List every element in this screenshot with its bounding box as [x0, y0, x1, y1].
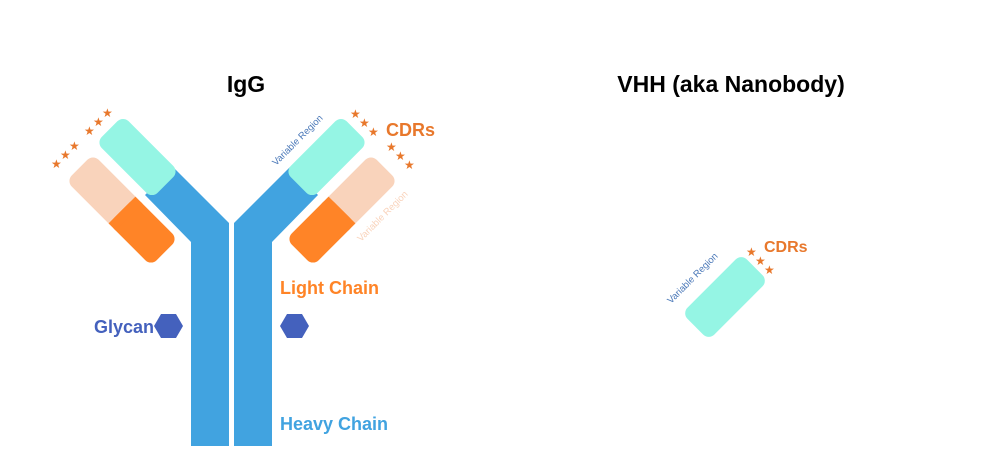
vhh-nanobody: ★ ★ ★ CDRs Variable Region	[665, 239, 808, 337]
star-icon: ★	[60, 148, 71, 162]
igg-antibody: ★ ★ ★ ★ ★ ★ ★ ★ ★ ★ ★ ★ CDRs Light Chain…	[51, 106, 435, 446]
light-variable-domain-left	[69, 157, 140, 228]
hexagon-icon	[154, 314, 183, 338]
heavy-chain-right	[234, 167, 318, 446]
cdr-stars-right-heavy: ★ ★ ★	[350, 107, 379, 139]
heavy-variable-domain-right	[288, 118, 365, 196]
glycan-label: Glycan	[94, 317, 154, 337]
star-icon: ★	[93, 115, 104, 129]
star-icon: ★	[755, 254, 766, 268]
star-icon: ★	[359, 116, 370, 130]
vhh-variable-domain	[685, 257, 765, 337]
light-chain-right	[289, 157, 395, 263]
star-icon: ★	[102, 106, 113, 120]
light-chain-left	[69, 157, 175, 263]
star-icon: ★	[368, 125, 379, 139]
star-icon: ★	[51, 157, 62, 171]
hexagon-icon	[280, 314, 309, 338]
light-chain-label: Light Chain	[280, 278, 379, 298]
heavy-chain-left	[145, 167, 229, 446]
star-icon: ★	[350, 107, 361, 121]
vhh-title: VHH (aka Nanobody)	[617, 71, 844, 97]
vhh-cdrs-label: CDRs	[764, 239, 808, 256]
star-icon: ★	[404, 158, 415, 172]
heavy-chain-label: Heavy Chain	[280, 414, 388, 434]
star-icon: ★	[386, 140, 397, 154]
cdr-stars-left-light: ★ ★ ★	[51, 139, 80, 171]
igg-title: IgG	[227, 71, 265, 97]
heavy-variable-domain-left	[99, 118, 176, 196]
cdrs-label: CDRs	[386, 120, 435, 140]
star-icon: ★	[395, 149, 406, 163]
cdr-stars-left-heavy: ★ ★ ★	[84, 106, 113, 138]
light-variable-domain-right	[324, 157, 395, 228]
cdr-stars-vhh: ★ ★ ★	[746, 245, 775, 277]
cdr-stars-right-light: ★ ★ ★	[386, 140, 415, 172]
star-icon: ★	[69, 139, 80, 153]
star-icon: ★	[84, 124, 95, 138]
star-icon: ★	[764, 263, 775, 277]
star-icon: ★	[746, 245, 757, 259]
